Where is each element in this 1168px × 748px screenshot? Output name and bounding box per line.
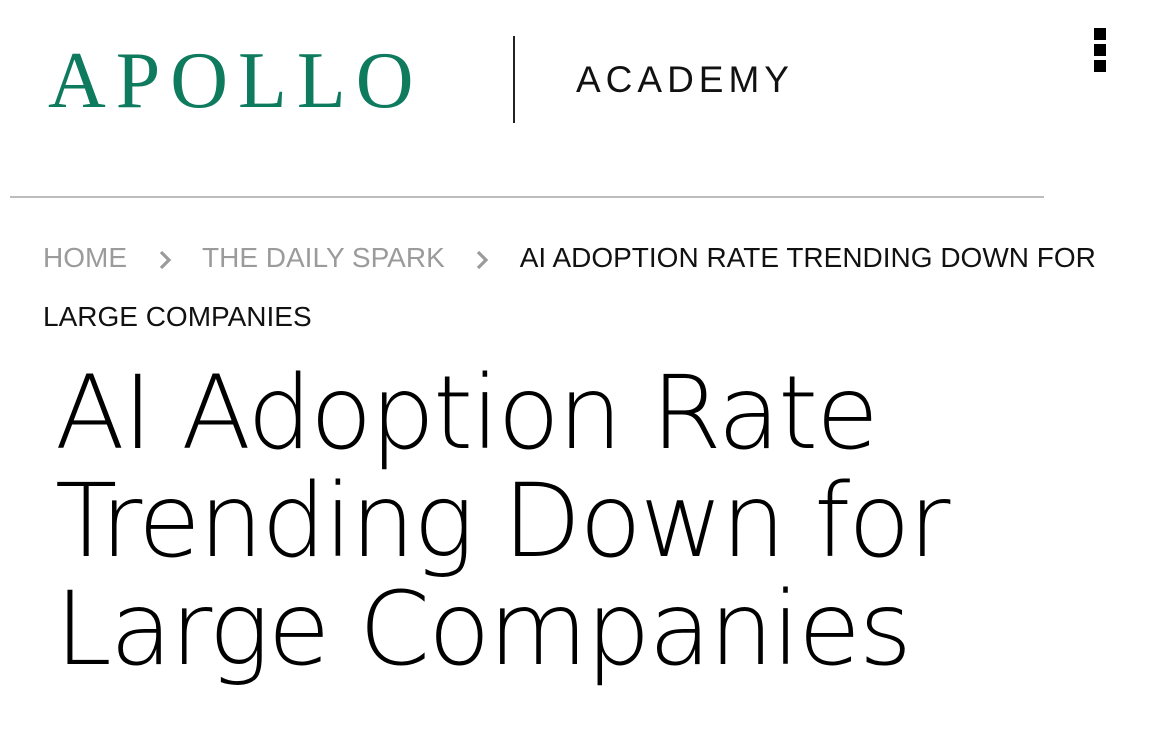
page-title: AI Adoption Rate Trending Down for Large… — [55, 354, 950, 689]
kebab-menu-icon[interactable] — [1092, 28, 1110, 76]
logo-academy[interactable]: ACADEMY — [576, 59, 794, 100]
breadcrumb-home-link[interactable]: HOME — [43, 242, 127, 273]
chevron-right-icon — [127, 228, 202, 287]
menu-dot — [1094, 44, 1106, 56]
header-divider — [10, 196, 1044, 198]
chevron-right-icon — [445, 228, 520, 287]
breadcrumb: HOME THE DAILY SPARK AI ADOPTION RATE TREN… — [43, 228, 1153, 346]
menu-dot — [1094, 28, 1106, 40]
logo-apollo[interactable]: APOLLO — [48, 37, 424, 125]
breadcrumb-current: AI ADOPTION RATE TRENDING DOWN FOR LARGE… — [43, 242, 1096, 332]
breadcrumb-section-link[interactable]: THE DAILY SPARK — [202, 242, 445, 273]
menu-dot — [1094, 60, 1106, 72]
logo-divider — [513, 36, 515, 123]
